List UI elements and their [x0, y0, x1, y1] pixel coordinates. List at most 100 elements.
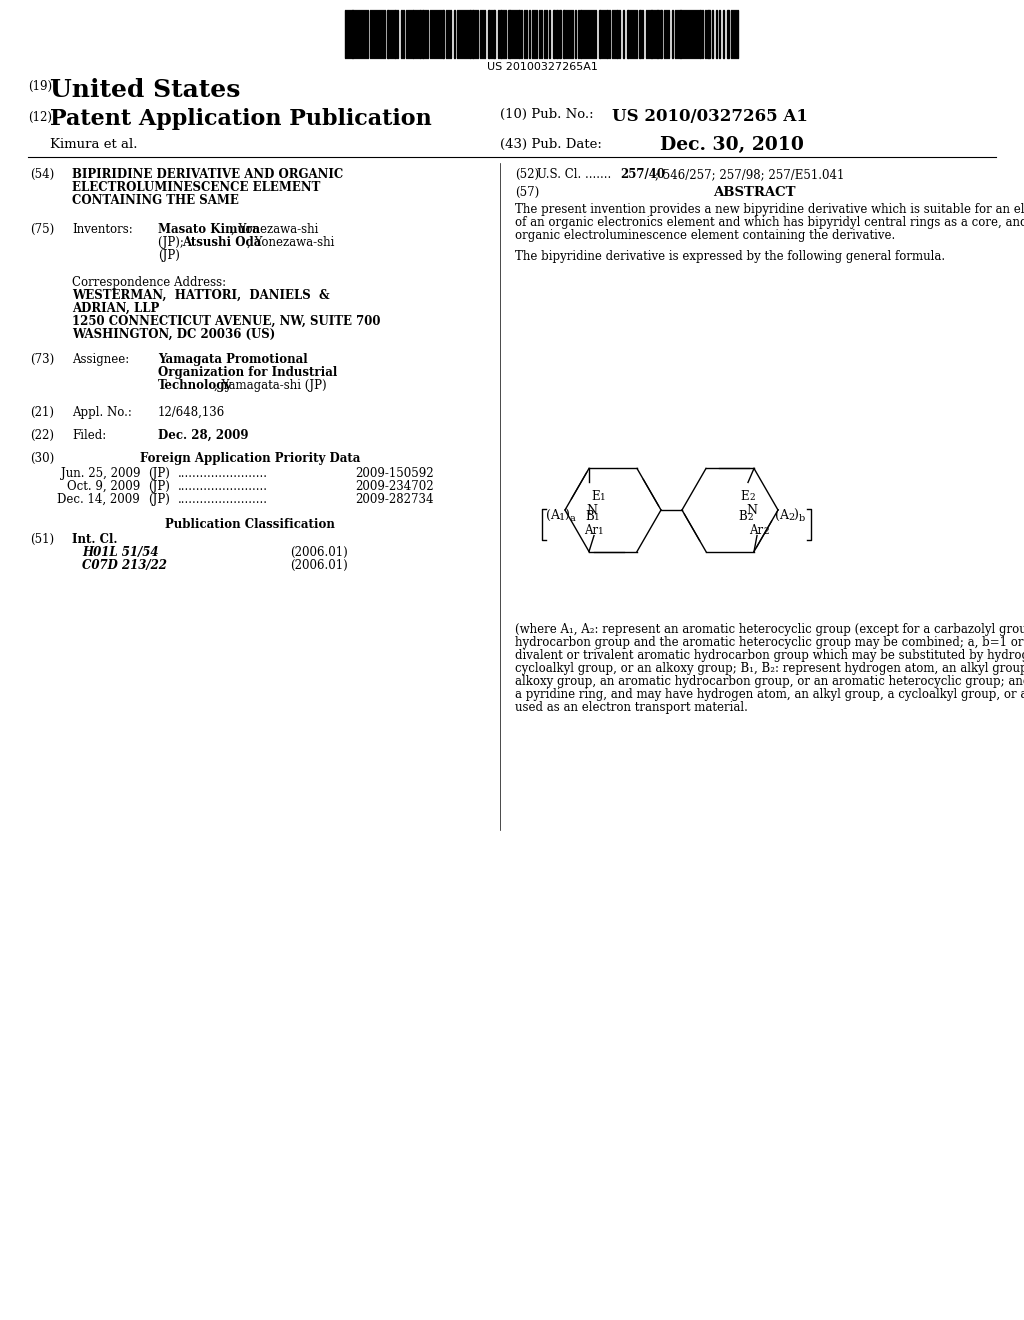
- Bar: [387, 11, 389, 58]
- Text: (2006.01): (2006.01): [290, 546, 348, 558]
- Text: Technology: Technology: [158, 379, 232, 392]
- Text: (2006.01): (2006.01): [290, 558, 348, 572]
- Bar: [656, 11, 659, 58]
- Text: 2: 2: [763, 527, 769, 536]
- Text: (22): (22): [30, 429, 54, 442]
- Text: 2: 2: [746, 513, 753, 523]
- Text: (54): (54): [30, 168, 54, 181]
- Text: 2009-282734: 2009-282734: [355, 492, 433, 506]
- Text: of an organic electronics element and which has bipyridyl central rings as a cor: of an organic electronics element and wh…: [515, 216, 1024, 228]
- Text: Publication Classification: Publication Classification: [165, 517, 335, 531]
- Text: 1: 1: [598, 527, 604, 536]
- Text: (73): (73): [30, 352, 54, 366]
- Text: ........................: ........................: [178, 480, 268, 492]
- Text: ADRIAN, LLP: ADRIAN, LLP: [72, 302, 160, 315]
- Text: WESTERMAN,  HATTORI,  DANIELS  &: WESTERMAN, HATTORI, DANIELS &: [72, 289, 330, 302]
- Text: 1: 1: [594, 513, 600, 523]
- Text: WASHINGTON, DC 20036 (US): WASHINGTON, DC 20036 (US): [72, 327, 275, 341]
- Text: (A: (A: [775, 508, 790, 521]
- Text: 12/648,136: 12/648,136: [158, 407, 225, 418]
- Text: (where A₁, A₂: represent an aromatic heterocyclic group (except for a carbazolyl: (where A₁, A₂: represent an aromatic het…: [515, 623, 1024, 636]
- Text: (JP): (JP): [158, 249, 180, 261]
- Text: H01L 51/54: H01L 51/54: [82, 546, 159, 558]
- Bar: [553, 11, 555, 58]
- Bar: [580, 11, 582, 58]
- Text: (JP): (JP): [148, 480, 170, 492]
- Text: Masato Kimura: Masato Kimura: [158, 223, 260, 236]
- Text: Dec. 30, 2010: Dec. 30, 2010: [660, 136, 804, 154]
- Bar: [442, 11, 444, 58]
- Text: (21): (21): [30, 407, 54, 418]
- Text: Filed:: Filed:: [72, 429, 106, 442]
- Text: Organization for Industrial: Organization for Industrial: [158, 366, 337, 379]
- Text: N: N: [746, 503, 757, 516]
- Text: used as an electron transport material.: used as an electron transport material.: [515, 701, 748, 714]
- Text: a: a: [570, 513, 575, 523]
- Bar: [493, 11, 495, 58]
- Text: ........................: ........................: [178, 492, 268, 506]
- Bar: [412, 11, 414, 58]
- Text: (19): (19): [28, 81, 52, 92]
- Text: The present invention provides a new bipyridine derivative which is suitable for: The present invention provides a new bip…: [515, 203, 1024, 216]
- Text: (JP): (JP): [148, 467, 170, 480]
- Text: Dec. 14, 2009: Dec. 14, 2009: [57, 492, 140, 506]
- Text: (51): (51): [30, 533, 54, 546]
- Text: , Yonezawa-shi: , Yonezawa-shi: [247, 236, 335, 249]
- Text: Correspondence Address:: Correspondence Address:: [72, 276, 226, 289]
- Text: Atsushi Oda: Atsushi Oda: [182, 236, 261, 249]
- Text: Kimura et al.: Kimura et al.: [50, 139, 137, 150]
- Text: (JP);: (JP);: [158, 236, 187, 249]
- Text: E: E: [591, 491, 600, 503]
- Text: b: b: [799, 513, 805, 523]
- Text: (52): (52): [515, 168, 539, 181]
- Text: organic electroluminescence element containing the derivative.: organic electroluminescence element cont…: [515, 228, 895, 242]
- Text: Appl. No.:: Appl. No.:: [72, 407, 132, 418]
- Bar: [500, 11, 502, 58]
- Text: ): ): [793, 508, 798, 521]
- Text: (57): (57): [515, 186, 540, 199]
- Bar: [563, 11, 565, 58]
- Bar: [419, 11, 421, 58]
- Text: ELECTROLUMINESCENCE ELEMENT: ELECTROLUMINESCENCE ELEMENT: [72, 181, 321, 194]
- Bar: [472, 11, 474, 58]
- Text: , Yamagata-shi (JP): , Yamagata-shi (JP): [214, 379, 327, 392]
- Text: divalent or trivalent aromatic hydrocarbon group which may be substituted by hyd: divalent or trivalent aromatic hydrocarb…: [515, 649, 1024, 663]
- Text: US 20100327265A1: US 20100327265A1: [487, 62, 598, 73]
- Text: B: B: [585, 511, 594, 524]
- Text: Ar: Ar: [584, 524, 598, 536]
- Bar: [394, 11, 396, 58]
- Bar: [679, 11, 682, 58]
- Text: Inventors:: Inventors:: [72, 223, 133, 236]
- Text: hydrocarbon group and the aromatic heterocyclic group may be combined; a, b=1 or: hydrocarbon group and the aromatic heter…: [515, 636, 1024, 649]
- Bar: [660, 11, 662, 58]
- Text: 257/40: 257/40: [620, 168, 665, 181]
- Bar: [650, 11, 653, 58]
- Bar: [422, 11, 424, 58]
- Text: U.S. Cl. .......: U.S. Cl. .......: [537, 168, 611, 181]
- Bar: [351, 11, 354, 58]
- Text: (A: (A: [546, 508, 560, 521]
- Text: a pyridine ring, and may have hydrogen atom, an alkyl group, a cycloalkyl group,: a pyridine ring, and may have hydrogen a…: [515, 688, 1024, 701]
- Text: (30): (30): [30, 451, 54, 465]
- Text: (12): (12): [28, 111, 52, 124]
- Text: Ar: Ar: [749, 524, 763, 536]
- Bar: [699, 11, 701, 58]
- Text: Int. Cl.: Int. Cl.: [72, 533, 118, 546]
- Text: Yamagata Promotional: Yamagata Promotional: [158, 352, 307, 366]
- Text: , Yonezawa-shi: , Yonezawa-shi: [231, 223, 318, 236]
- Text: 1: 1: [559, 512, 565, 521]
- Text: Oct. 9, 2009: Oct. 9, 2009: [67, 480, 140, 492]
- Text: Dec. 28, 2009: Dec. 28, 2009: [158, 429, 249, 442]
- Text: United States: United States: [50, 78, 241, 102]
- Bar: [627, 11, 629, 58]
- Text: ABSTRACT: ABSTRACT: [713, 186, 796, 199]
- Bar: [707, 11, 710, 58]
- Bar: [559, 11, 561, 58]
- Bar: [606, 11, 608, 58]
- Text: Foreign Application Priority Data: Foreign Application Priority Data: [140, 451, 360, 465]
- Text: Patent Application Publication: Patent Application Publication: [50, 108, 432, 129]
- Text: Jun. 25, 2009: Jun. 25, 2009: [60, 467, 140, 480]
- Text: N: N: [586, 503, 597, 516]
- Bar: [508, 11, 511, 58]
- Text: C07D 213/22: C07D 213/22: [82, 558, 167, 572]
